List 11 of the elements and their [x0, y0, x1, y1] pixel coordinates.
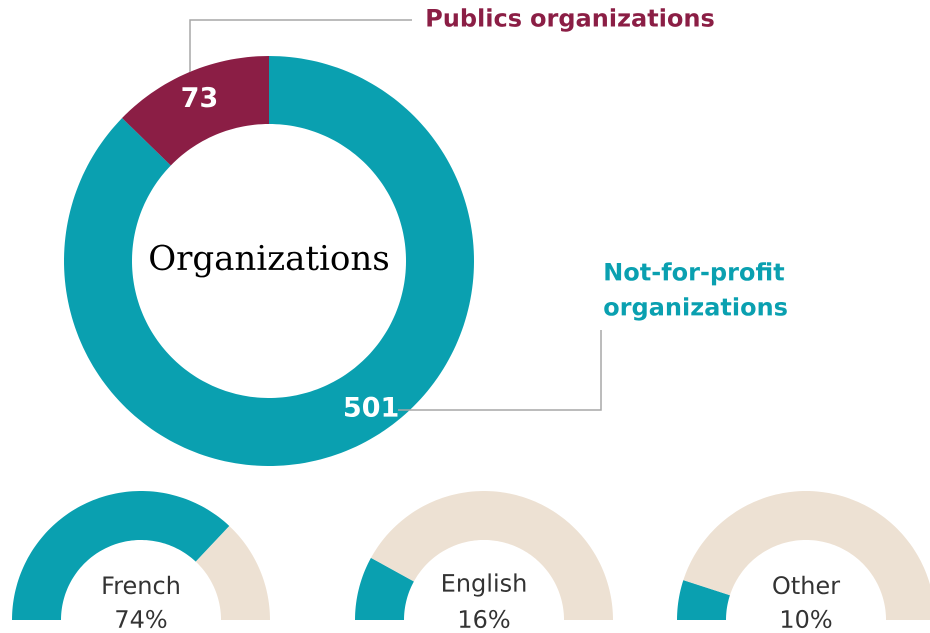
text: 16% — [460, 610, 510, 628]
slice-label: Publics organizations — [427, 8, 714, 32]
text: Other — [773, 576, 840, 594]
text: 10% — [782, 610, 832, 628]
data-label: 501 — [345, 396, 398, 418]
text: 74% — [116, 610, 166, 628]
data-label: 73 — [182, 86, 216, 108]
text: Organizations — [150, 244, 388, 278]
text: French — [103, 576, 179, 594]
slice-label: Not-for-profit organizations — [604, 262, 787, 321]
text: English — [443, 573, 526, 597]
